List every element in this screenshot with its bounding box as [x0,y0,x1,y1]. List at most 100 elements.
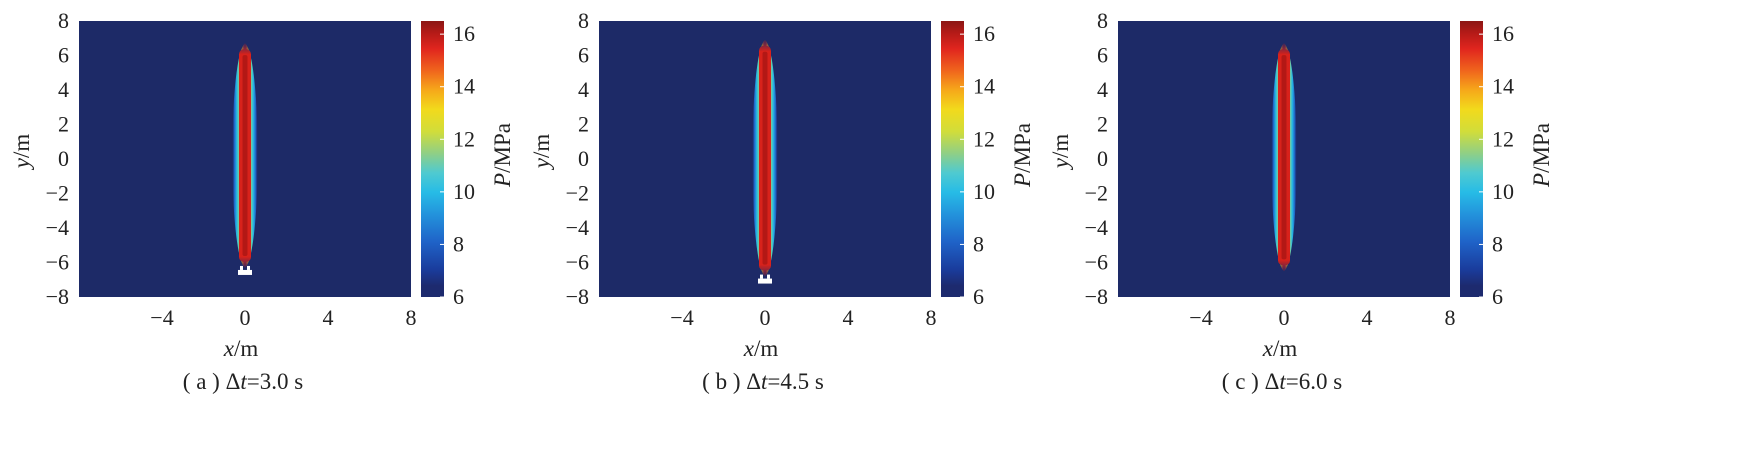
x-tick-label: 0 [760,305,771,330]
colorbar-unit: /MPa [1010,123,1035,173]
x-tick-label: 0 [1279,305,1290,330]
colorbar: 16 14 12 10 8 6 P/MPa [1460,21,1554,309]
colorbar-tick-label: 14 [1492,74,1514,99]
fracture-tip-artifact [758,278,772,284]
y-tick-label: 6 [1097,43,1108,68]
colorbar-label: P/MPa [1010,123,1035,188]
colorbar-tick-label: 10 [453,179,475,204]
fracture-pressure-zone [1271,43,1297,272]
x-tick-label: −4 [150,305,173,330]
y-tick-label: −8 [566,284,589,309]
caption-suffix: =3.0 s [247,369,303,394]
fracture-tip-artifact [238,269,252,275]
colorbar-label: P/MPa [490,123,515,188]
y-tick-label: −2 [566,181,589,206]
x-axis-var: x [223,336,235,361]
colorbar-var: P [1010,173,1035,188]
y-axis-var: y [529,157,554,170]
caption-suffix: =4.5 s [767,369,823,394]
y-tick-label: 6 [578,43,589,68]
colorbar-gradient [421,21,444,297]
colorbar-tick-label: 12 [453,126,475,151]
y-tick-label: 0 [1097,146,1108,171]
x-tick-label: 8 [1445,305,1456,330]
y-tick-label: −4 [566,215,589,240]
x-tick-label: 8 [406,305,417,330]
colorbar-gradient [941,21,964,297]
y-tick-label: 4 [58,77,69,102]
fracture-pressure-zone [752,39,778,277]
y-tick-label: 2 [578,112,589,137]
y-axis-unit: /m [529,134,554,158]
colorbar-tick-label: 10 [973,179,995,204]
y-tick-label: −8 [46,284,69,309]
caption-var: t [240,369,247,394]
y-tick-label: 8 [58,8,69,33]
y-axis-label: y/m [1048,134,1073,171]
y-tick-label: 2 [58,112,69,137]
fracture-core-peak [762,51,768,265]
colorbar-tick-label: 8 [973,231,984,256]
fracture-tip-artifact [760,274,763,279]
fracture-core-peak [1281,55,1287,260]
x-axis-unit: /m [234,336,258,361]
colorbar-tick-label: 8 [453,231,464,256]
fracture-tip-artifact [240,265,243,270]
y-tick-label: 4 [578,77,589,102]
x-axis-unit: /m [1273,336,1297,361]
y-tick-label: 6 [58,43,69,68]
x-axis-label: x/m [223,336,259,361]
y-axis-label: y/m [529,134,554,171]
x-tick-label: −4 [1189,305,1212,330]
panel-caption: ( b ) Δt=4.5 s [702,369,824,394]
colorbar-tick-label: 6 [973,284,984,309]
y-axis-unit: /m [1048,134,1073,158]
caption-prefix: ( a ) Δ [183,369,241,394]
x-tick-label: 4 [1362,305,1373,330]
fracture-pressure-zone [232,43,258,268]
y-tick-label: −6 [1085,250,1108,275]
x-axis-label: x/m [743,336,779,361]
colorbar-tick-label: 16 [1492,21,1514,46]
y-axis-var: y [1048,157,1073,170]
y-tick-label: −4 [46,215,69,240]
fracture-core-peak [242,55,248,256]
y-tick-label: −2 [1085,181,1108,206]
colorbar-tick-label: 12 [1492,126,1514,151]
y-axis-var: y [9,157,34,170]
panel-caption: ( a ) Δt=3.0 s [183,369,303,394]
caption-var: t [1279,369,1286,394]
y-tick-label: −2 [46,181,69,206]
colorbar-var: P [490,173,515,188]
colorbar-tick-label: 12 [973,126,995,151]
caption-suffix: =6.0 s [1286,369,1342,394]
panel-caption: ( c ) Δt=6.0 s [1222,369,1342,394]
x-axis-label: x/m [1262,336,1298,361]
y-tick-label: −6 [566,250,589,275]
colorbar-unit: /MPa [490,123,515,173]
colorbar-tick-label: 16 [973,21,995,46]
y-axis-unit: /m [9,134,34,158]
y-tick-label: −4 [1085,215,1108,240]
caption-prefix: ( c ) Δ [1222,369,1280,394]
y-tick-label: 4 [1097,77,1108,102]
y-tick-label: 0 [578,146,589,171]
colorbar-tick-label: 6 [1492,284,1503,309]
x-tick-label: 4 [323,305,334,330]
x-axis-unit: /m [754,336,778,361]
fracture-tip-artifact [767,274,770,279]
colorbar-tick-label: 14 [973,74,995,99]
colorbar: 16 14 12 10 8 6 P/MPa [941,21,1035,309]
x-axis-var: x [743,336,755,361]
caption-var: t [761,369,768,394]
x-axis-var: x [1262,336,1274,361]
y-tick-label: −6 [46,250,69,275]
y-tick-label: 0 [58,146,69,171]
colorbar-tick-label: 10 [1492,179,1514,204]
colorbar-unit: /MPa [1529,123,1554,173]
x-tick-label: 0 [240,305,251,330]
caption-prefix: ( b ) Δ [702,369,761,394]
